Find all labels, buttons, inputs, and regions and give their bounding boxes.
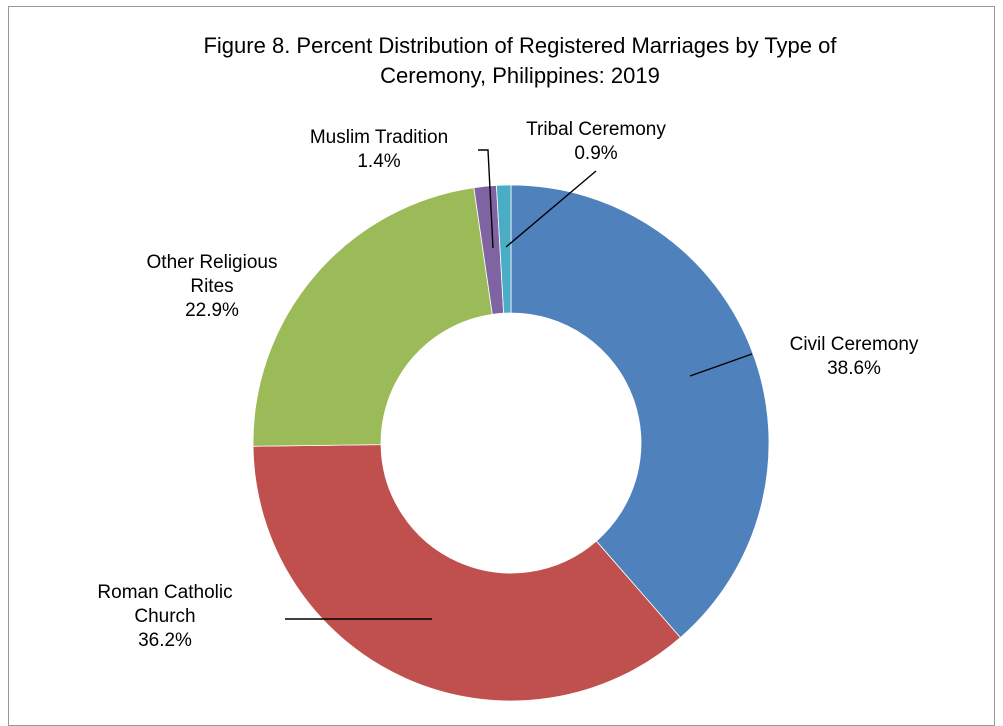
slice-label-1: Roman Catholic xyxy=(97,582,232,603)
slice-value-2: 22.9% xyxy=(185,300,239,321)
data-labels: Civil Ceremony 38.6% Roman Catholic Church 3… xyxy=(97,119,918,651)
slice-label-1: Church xyxy=(134,606,195,627)
leader-line-0 xyxy=(689,353,753,377)
slice-value-1: 36.2% xyxy=(138,630,192,651)
donut-slice-1 xyxy=(252,444,681,702)
slice-label-0: Civil Ceremony xyxy=(790,334,919,355)
slice-value-3: 1.4% xyxy=(357,151,400,172)
slice-label-2: Other Religious xyxy=(147,252,278,273)
slice-label-4: Tribal Ceremony xyxy=(526,119,666,140)
slice-value-4: 0.9% xyxy=(574,143,617,164)
donut-chart: Figure 8. Percent Distribution of Regist… xyxy=(97,33,919,702)
chart-title: Figure 8. Percent Distribution of Regist… xyxy=(203,33,837,88)
slice-label-2: Rites xyxy=(190,276,233,297)
slice-label-3: Muslim Tradition xyxy=(310,127,448,148)
leader-lines xyxy=(285,149,753,620)
leader-line-4 xyxy=(505,170,597,248)
donut-slice-4 xyxy=(495,184,512,314)
chart-title-line: Ceremony, Philippines: 2019 xyxy=(380,63,660,88)
donut-slice-2 xyxy=(252,187,493,447)
leader-line-3 xyxy=(478,149,494,249)
donut-slice-0 xyxy=(510,184,770,639)
chart-title-line: Figure 8. Percent Distribution of Regist… xyxy=(203,33,837,58)
donut-slices xyxy=(252,184,770,702)
slice-value-0: 38.6% xyxy=(827,358,881,379)
